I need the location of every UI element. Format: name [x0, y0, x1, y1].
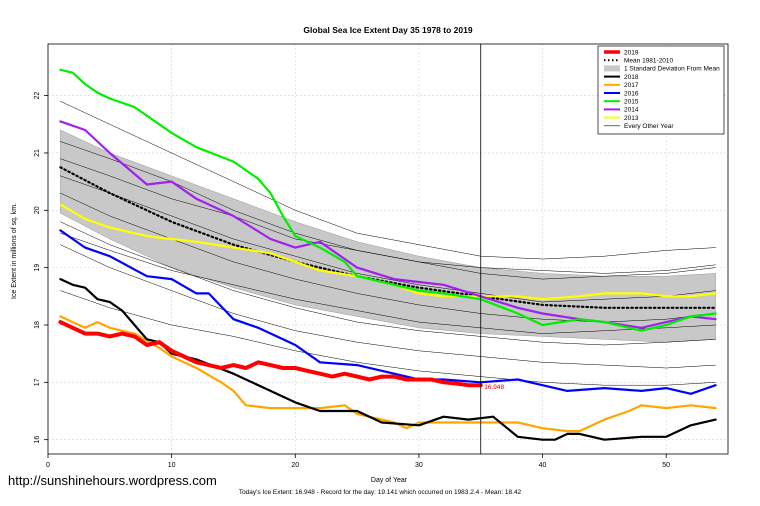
series-line-2018 [59, 278, 717, 441]
legend-label: 2016 [624, 90, 639, 97]
y-tick-label: 16 [34, 436, 41, 444]
series-line-2019 [58, 320, 483, 388]
series-line-other-year [60, 192, 716, 323]
series-line-other-year [60, 221, 716, 346]
watermark-url: http://sunshinehours.wordpress.com [8, 473, 217, 488]
plot-frame [47, 43, 729, 455]
legend-label: 2015 [624, 99, 639, 106]
x-tick-label: 10 [168, 462, 176, 469]
x-tick-label: 20 [291, 462, 299, 469]
y-tick-label: 18 [34, 321, 41, 329]
legend-label: 2014 [624, 107, 639, 114]
series-line-2015 [59, 68, 717, 332]
y-axis-label: Ice Extent in millions of sq. km. [11, 203, 18, 299]
legend-label: Every Other Year [624, 123, 674, 130]
x-tick-label: 50 [662, 462, 670, 469]
y-tick-label: 19 [34, 264, 41, 272]
series-line-other-year [60, 290, 716, 386]
y-tick-label: 22 [34, 92, 41, 100]
legend-box [597, 45, 725, 135]
axes: 0 10 20 30 40 50 16 17 18 19 20 21 22 [34, 92, 670, 469]
x-tick-label: 30 [415, 462, 423, 469]
current-value-annotation: 16.948 [484, 384, 504, 391]
legend-label: 2018 [624, 74, 639, 81]
x-axis-label: Day of Year [371, 477, 408, 484]
chart-title: Global Sea Ice Extent Day 35 1978 to 201… [303, 25, 472, 35]
series-line-other-year [60, 175, 716, 303]
series-line-other-year [60, 232, 716, 334]
legend-label: 1 Standard Deviation From Mean [624, 66, 720, 73]
y-tick-label: 21 [34, 149, 41, 157]
legend-label: Mean 1981-2010 [624, 58, 674, 65]
series-line-2017 [59, 315, 717, 433]
series-line-2016 [59, 229, 717, 395]
footer-stats: Today's Ice Extent: 16.948 - Record for … [239, 489, 522, 496]
legend-label: 2017 [624, 82, 639, 89]
series-line-other-year [60, 158, 716, 274]
x-tick-label: 40 [539, 462, 547, 469]
y-tick-label: 17 [34, 378, 41, 386]
series-line-other-year [60, 244, 716, 369]
legend-swatch [604, 65, 620, 72]
series-line-mean-1981-2010 [59, 166, 717, 309]
y-tick-label: 20 [34, 206, 41, 214]
legend-label: 2019 [624, 49, 639, 56]
series-group [58, 68, 717, 441]
legend-label: 2013 [624, 115, 639, 122]
x-tick-label: 0 [46, 462, 50, 469]
series-line-other-year [60, 101, 716, 260]
